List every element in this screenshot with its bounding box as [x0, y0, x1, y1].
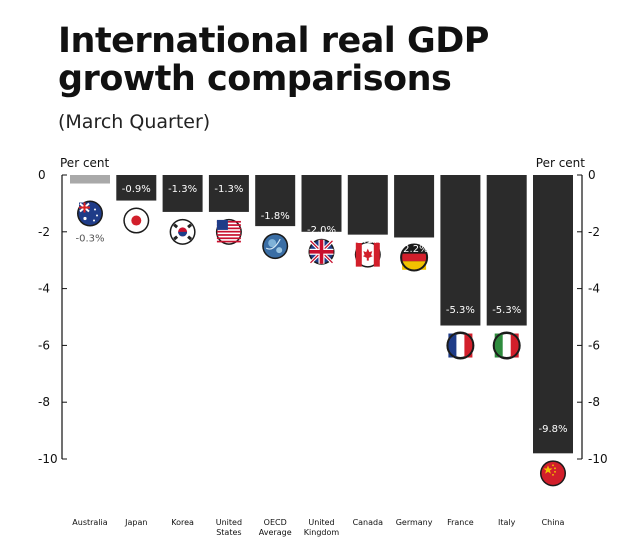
- data-label: -1.8%: [261, 211, 290, 222]
- data-label: -0.3%: [75, 234, 104, 245]
- y-tick-label-right: -6: [588, 338, 600, 352]
- chart-title: International real GDP growth comparison…: [58, 21, 489, 99]
- y-unit-left: Per cent: [60, 156, 110, 170]
- chart-subtitle: (March Quarter): [58, 111, 211, 133]
- x-tick-label: China: [542, 518, 565, 527]
- y-tick-label-left: -2: [38, 225, 50, 239]
- y-tick-label-right: -4: [588, 282, 600, 296]
- bar: [301, 175, 342, 232]
- data-label: -2.2%: [400, 244, 429, 255]
- y-tick-label-right: -8: [588, 395, 600, 409]
- bar: [486, 175, 527, 326]
- data-label: -1.3%: [168, 184, 197, 195]
- data-label: -0.9%: [122, 184, 151, 195]
- italy-flag-icon: [492, 331, 521, 360]
- bar: [70, 175, 110, 184]
- bar: [533, 175, 573, 454]
- y-tick-label-right: 0: [588, 168, 596, 182]
- x-tick-label: United Kingdom: [304, 518, 340, 537]
- korea-flag-icon: [169, 218, 196, 245]
- data-label: -1.3%: [214, 184, 243, 195]
- x-tick-label: Australia: [72, 518, 107, 527]
- x-tick-label: Italy: [498, 518, 516, 527]
- x-tick-label: Korea: [171, 518, 194, 527]
- y-tick-label-right: -10: [588, 452, 608, 466]
- x-tick-label: Canada: [353, 518, 384, 527]
- y-tick-label-left: -4: [38, 282, 50, 296]
- bar: [255, 175, 296, 227]
- france-flag-icon: [446, 331, 475, 360]
- y-tick-label-left: -6: [38, 338, 50, 352]
- data-label: -9.8%: [538, 424, 567, 435]
- y-tick-label-right: -2: [588, 225, 600, 239]
- x-tick-label: France: [447, 518, 474, 527]
- data-label: -2.1%: [353, 235, 382, 246]
- oecd-globe-icon: [262, 233, 289, 260]
- bar: [394, 175, 435, 238]
- bar: [440, 175, 481, 326]
- y-tick-label-left: 0: [38, 168, 46, 182]
- bar: [208, 175, 249, 212]
- data-label: -2.0%: [307, 225, 336, 236]
- canada-flag-icon: [354, 241, 381, 268]
- uk-flag-icon: [308, 238, 335, 265]
- x-tick-label: United States: [216, 518, 242, 537]
- y-tick-label-left: -10: [38, 452, 58, 466]
- germany-flag-icon: [400, 243, 429, 272]
- data-label: -5.3%: [492, 305, 521, 316]
- australia-flag-icon: [77, 200, 103, 227]
- x-tick-label: OECD Average: [259, 518, 292, 537]
- china-flag-icon: [540, 460, 566, 487]
- y-tick-label-left: -8: [38, 395, 50, 409]
- bar: [116, 175, 157, 201]
- japan-flag-icon: [123, 207, 150, 234]
- usa-flag-icon: [215, 218, 242, 245]
- bar: [347, 175, 388, 235]
- x-tick-label: Japan: [124, 518, 147, 527]
- y-unit-right: Per cent: [536, 156, 586, 170]
- bar: [162, 175, 203, 212]
- x-tick-label: Germany: [396, 518, 433, 527]
- data-label: -5.3%: [446, 305, 475, 316]
